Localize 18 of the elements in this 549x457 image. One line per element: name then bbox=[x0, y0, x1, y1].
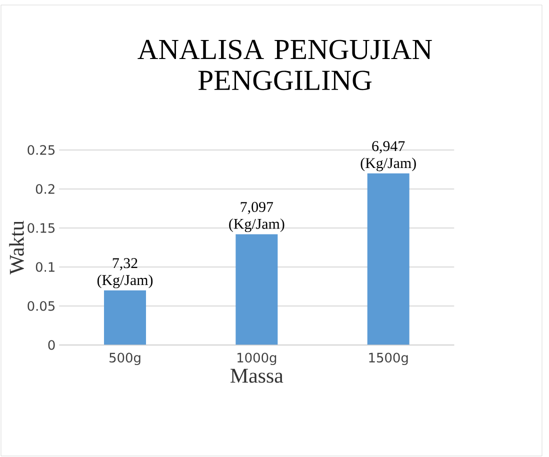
y-tick-label: 0.2 bbox=[36, 184, 54, 194]
y-axis-title: Waktu bbox=[9, 220, 24, 275]
x-tick-label: 500g bbox=[110, 352, 140, 366]
x-tick-label: 1000g bbox=[238, 352, 276, 366]
bar bbox=[367, 173, 410, 345]
y-tick-label: 0 bbox=[48, 340, 55, 350]
x-axis-title: Massa bbox=[230, 368, 284, 383]
y-tick-label: 0.05 bbox=[28, 301, 55, 311]
annotation: 7,32 (Kg/Jam) bbox=[97, 258, 153, 288]
annotation: 7,097 (Kg/Jam) bbox=[229, 202, 284, 232]
y-tick-label: 0.25 bbox=[28, 145, 55, 155]
annotation: 6,947 (Kg/Jam) bbox=[360, 141, 416, 172]
bar bbox=[104, 290, 146, 345]
y-tick-label: 0.15 bbox=[28, 223, 55, 233]
bar bbox=[236, 234, 278, 345]
x-tick-label: 1500g bbox=[369, 352, 408, 366]
y-tick-label: 0.1 bbox=[36, 262, 54, 272]
chart-title: ANALISA PENGUJIAN PENGGILING bbox=[138, 40, 432, 90]
